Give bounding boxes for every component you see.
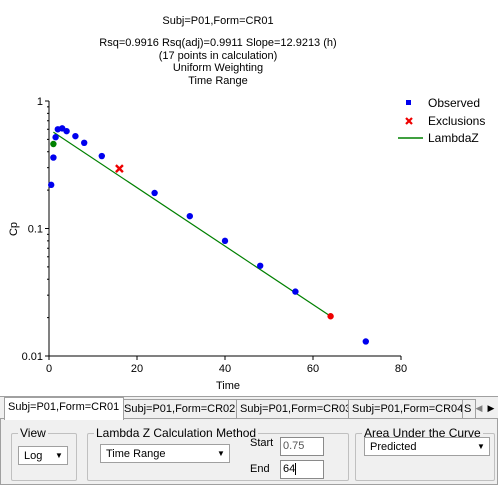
- observed-point: [257, 262, 264, 269]
- view-select-value: Log: [24, 450, 43, 462]
- tab-scroll-left-icon[interactable]: ◀: [475, 403, 483, 413]
- plot-axes: 0 20 40 60 80 1 0.1 0.01: [22, 96, 408, 375]
- legend-observed-label: Observed: [428, 96, 480, 110]
- x-tick-label: 60: [307, 363, 319, 375]
- tab-subj-p01-form-cr02[interactable]: Subj=P01,Form=CR02: [120, 399, 242, 419]
- auc-group-title: Area Under the Curve: [362, 426, 483, 440]
- text-cursor: [295, 463, 297, 476]
- lambda-method-select[interactable]: Time Range ▼: [100, 444, 230, 463]
- x-tick-label: 40: [219, 363, 231, 375]
- tab-subj-p01-form-cr03[interactable]: Subj=P01,Form=CR03: [236, 399, 354, 419]
- end-field[interactable]: 64: [280, 460, 324, 479]
- view-group-title: View: [18, 426, 48, 440]
- legend-exclusions-marker: [405, 117, 413, 125]
- chart-title: Subj=P01,Form=CR01 Rsq=0.9916 Rsq(adj)=0…: [99, 15, 336, 87]
- observed-point: [81, 139, 88, 147]
- observed-point: [63, 127, 70, 135]
- tab-scroll-right-icon[interactable]: ▶: [487, 403, 495, 413]
- exclusion-point: [115, 164, 124, 173]
- auc-group: Area Under the Curve Predicted ▼: [355, 426, 495, 481]
- observed-point: [362, 338, 369, 345]
- start-label: Start: [250, 437, 274, 449]
- first-point: [50, 140, 57, 148]
- title-line-5: Time Range: [188, 75, 248, 87]
- x-tick-label: 0: [46, 363, 52, 375]
- end-label: End: [250, 463, 270, 475]
- lambda-z-group-title: Lambda Z Calculation Method: [94, 426, 259, 440]
- view-group: View Log ▼: [11, 426, 77, 481]
- legend-observed-marker: [406, 100, 411, 105]
- end-field-value: 64: [283, 463, 296, 475]
- chevron-down-icon: ▼: [55, 451, 63, 460]
- observed-point: [186, 212, 193, 220]
- y-tick-label: 0.01: [22, 351, 43, 363]
- auc-select[interactable]: Predicted ▼: [364, 437, 490, 456]
- chart-area: Subj=P01,Form=CR01 Rsq=0.9916 Rsq(adj)=0…: [0, 15, 498, 397]
- y-tick-label: 1: [37, 96, 43, 108]
- observed-point: [292, 288, 299, 295]
- excluded-end-point: [327, 313, 334, 320]
- observed-point: [72, 132, 79, 140]
- lambdaz-line: [53, 131, 331, 317]
- auc-select-value: Predicted: [370, 441, 417, 453]
- observed-point: [52, 134, 59, 141]
- subject-tab-strip: Subj=P01,Form=CR01 Subj=P01,Form=CR02 Su…: [0, 396, 498, 420]
- observed-point: [50, 154, 57, 161]
- start-field-value: 0.75: [283, 440, 305, 452]
- start-field[interactable]: 0.75: [280, 437, 324, 456]
- tab-partial[interactable]: S: [462, 399, 476, 419]
- chevron-down-icon: ▼: [217, 449, 225, 458]
- chart-svg: Subj=P01,Form=CR01 Rsq=0.9916 Rsq(adj)=0…: [8, 15, 485, 392]
- observed-point: [221, 237, 229, 245]
- chart-legend: Observed Exclusions LambdaZ: [398, 96, 485, 145]
- observed-point: [98, 152, 106, 160]
- tab-subj-p01-form-cr01[interactable]: Subj=P01,Form=CR01: [4, 397, 124, 420]
- lambda-z-group: Lambda Z Calculation Method Time Range ▼…: [87, 426, 349, 481]
- observed-point: [48, 181, 55, 189]
- tab-subj-p01-form-cr04[interactable]: Subj=P01,Form=CR04: [348, 399, 468, 419]
- title-line-1: Subj=P01,Form=CR01: [162, 15, 273, 27]
- exclusion-stroke: [115, 164, 124, 173]
- chevron-down-icon: ▼: [477, 442, 485, 451]
- view-select[interactable]: Log ▼: [18, 446, 68, 465]
- lambda-method-value: Time Range: [106, 448, 166, 460]
- title-line-2: Rsq=0.9916 Rsq(adj)=0.9911 Slope=12.9213…: [99, 37, 336, 49]
- observed-point: [151, 189, 158, 197]
- x-tick-label: 80: [395, 363, 407, 375]
- x-axis-label: Time: [216, 380, 240, 392]
- legend-lambdaz-label: LambdaZ: [428, 131, 479, 145]
- x-tick-label: 20: [131, 363, 143, 375]
- legend-exclusions-label: Exclusions: [428, 114, 485, 128]
- y-axis-label: Cp: [8, 222, 20, 236]
- title-line-3: (17 points in calculation): [159, 50, 278, 62]
- plot-series: [48, 125, 369, 345]
- y-tick-label: 0.1: [28, 224, 43, 236]
- options-panel: View Log ▼ Lambda Z Calculation Method T…: [0, 418, 498, 485]
- title-line-4: Uniform Weighting: [173, 62, 263, 74]
